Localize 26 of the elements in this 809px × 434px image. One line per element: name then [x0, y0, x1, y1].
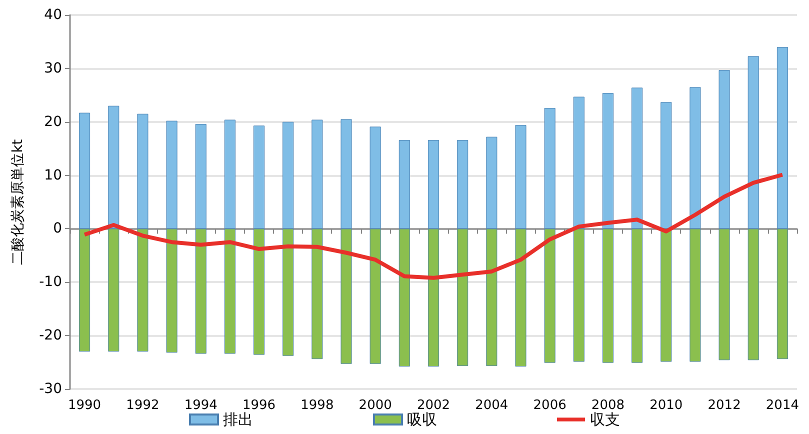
y-tick-label: 20 — [44, 114, 62, 130]
x-tick-label: 2012 — [708, 398, 741, 413]
y-tick-label: -20 — [39, 328, 62, 344]
x-tick-label: 2002 — [416, 398, 450, 413]
y-tick-label: 0 — [53, 220, 62, 237]
y-tick-label: 10 — [44, 167, 62, 184]
legend-label: 吸収 — [407, 410, 437, 428]
x-tick-label: 2010 — [650, 398, 683, 413]
y-axis-title: 二酸化炭素原単位kt — [10, 138, 26, 265]
x-tick-label: 1990 — [68, 398, 102, 413]
line-series — [82, 172, 784, 280]
x-tick-label: 1992 — [126, 398, 160, 413]
y-tick-label: 30 — [44, 60, 62, 76]
y-tick-label: -10 — [39, 274, 62, 290]
legend-label: 収支 — [590, 410, 620, 428]
x-tick-label: 2000 — [358, 398, 392, 413]
legend-label: 排出 — [223, 410, 253, 428]
x-tick-label: 1996 — [242, 398, 276, 413]
x-tick-label: 1998 — [300, 398, 334, 413]
x-tick-label: 2014 — [766, 398, 800, 413]
x-tick-label: 2006 — [533, 398, 566, 413]
x-tick-label: 2008 — [591, 398, 625, 413]
y-tick-label: 40 — [44, 7, 62, 23]
x-tick-label: 2004 — [475, 398, 508, 413]
y-tick-label: -30 — [39, 381, 62, 397]
x-tick-label: 1994 — [184, 398, 218, 413]
